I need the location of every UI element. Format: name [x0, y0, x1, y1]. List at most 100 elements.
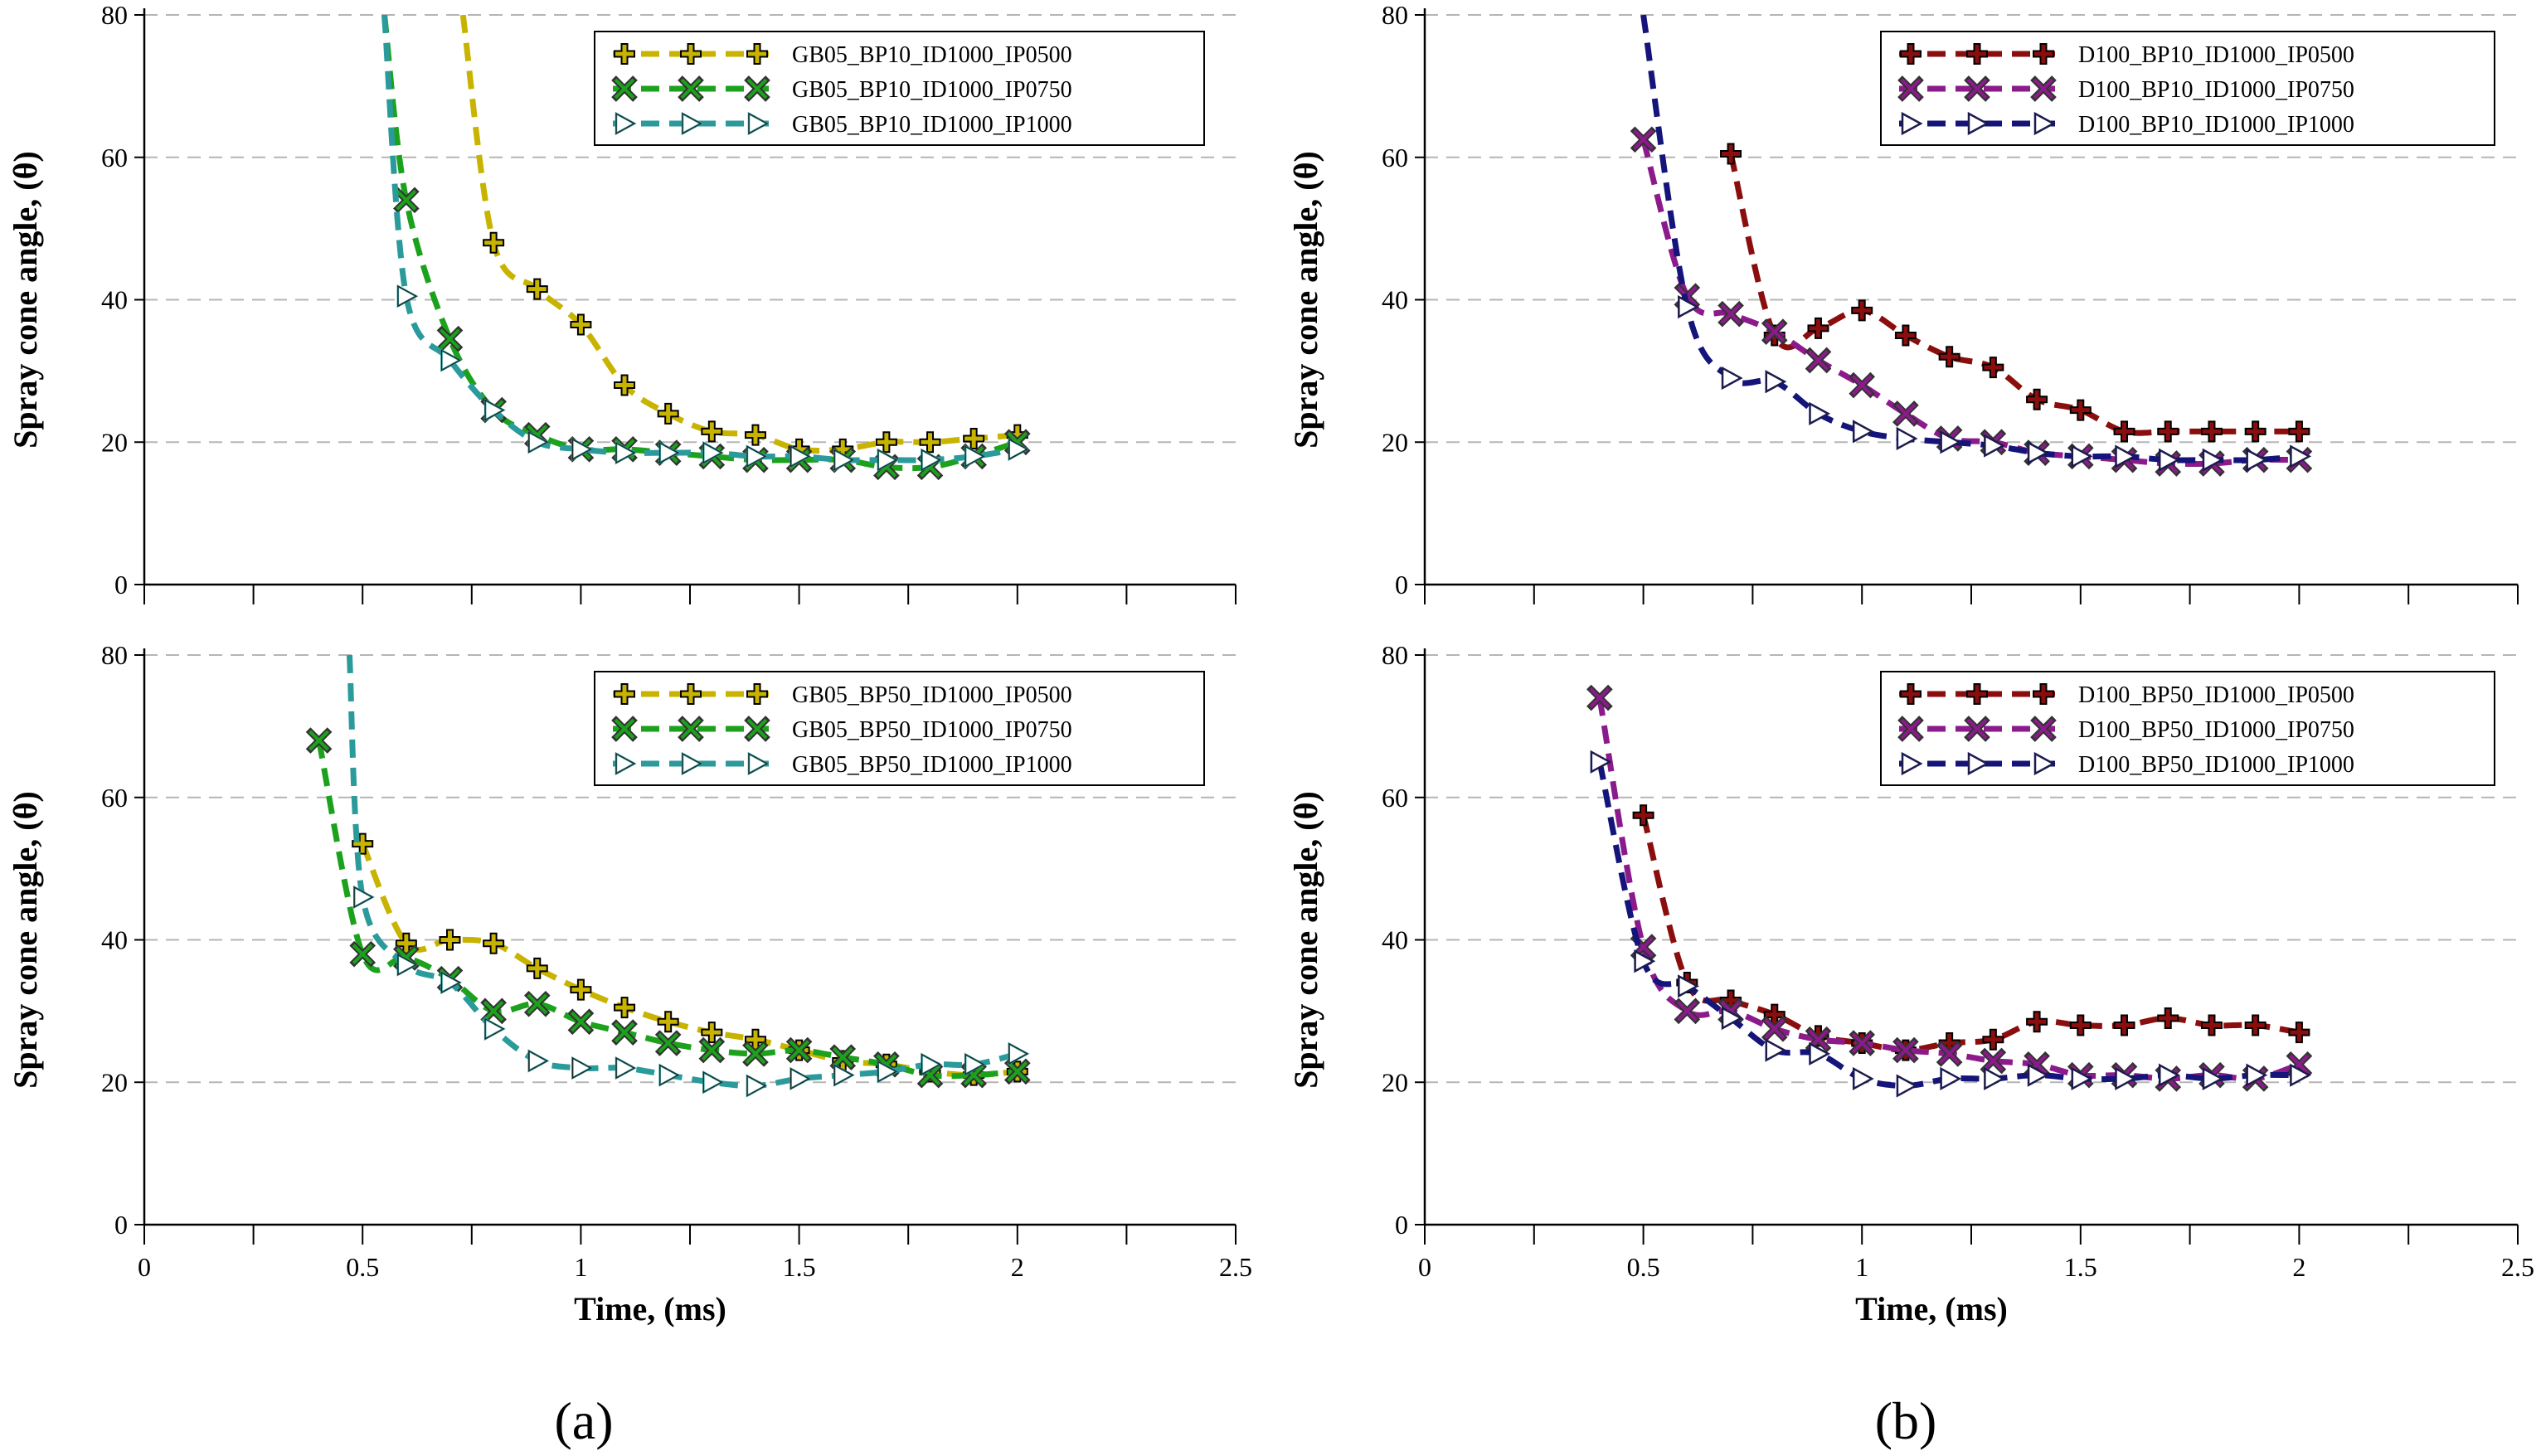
point-a-bottom-2-8: [702, 1070, 724, 1094]
legend-marker-b-bottom-1-2-fill: [2033, 718, 2054, 740]
point-b-top-2-1: [1721, 366, 1743, 391]
ytick-label-b-top-40: 40: [1382, 285, 1408, 315]
ytick-label-b-bottom-0: 0: [1395, 1210, 1408, 1240]
legend-marker-a-top-2-1-outline: [682, 112, 702, 135]
point-b-bottom-2-8: [1940, 1066, 1962, 1091]
point-a-top-2-7-outline: [702, 442, 723, 464]
point-a-bottom-1-7-fill: [614, 1022, 635, 1043]
legend-label-a-top-1: GB05_BP10_ID1000_IP0750: [792, 77, 1072, 103]
point-a-bottom-2-9-outline: [746, 1075, 767, 1097]
legend-marker-b-bottom-0-0-fill: [1902, 685, 1920, 703]
legend-marker-a-bottom-1-2-fill: [746, 718, 768, 740]
xtick-label-b-bottom-0: 0: [1418, 1252, 1431, 1282]
point-a-top-0-9-fill: [877, 433, 896, 452]
point-b-bottom-2-7: [1896, 1074, 1918, 1098]
point-a-bottom-2-5: [571, 1056, 594, 1080]
xtick-label-a-bottom-1: 1: [574, 1252, 587, 1282]
legend-label-b-bottom-2: D100_BP50_ID1000_IP1000: [2078, 752, 2354, 778]
point-a-top-2-6-outline: [659, 442, 679, 464]
point-b-top-1-3-fill: [1764, 321, 1786, 342]
point-a-bottom-1-5-fill: [527, 993, 548, 1015]
x-axis-title-b-bottom: Time, (ms): [1855, 1290, 2008, 1327]
point-a-top-2-2-outline: [484, 399, 505, 421]
point-b-bottom-0-11-fill: [2115, 1016, 2134, 1035]
point-a-bottom-0-2-fill: [440, 930, 459, 949]
point-a-bottom-1-10-fill: [745, 1043, 766, 1065]
point-a-top-0-11-fill: [964, 429, 984, 448]
legend-marker-a-top-0-0-fill: [615, 45, 634, 63]
point-a-top-2-1-outline: [440, 349, 461, 371]
point-b-bottom-2-16-outline: [2290, 1064, 2310, 1086]
series-b-top-2: [1640, 15, 2300, 463]
xtick-label-a-bottom-2.5: 2.5: [1219, 1252, 1252, 1282]
point-a-top-2-0-outline: [397, 285, 418, 308]
point-b-top-2-9-outline: [2072, 445, 2092, 468]
legend-marker-b-bottom-1-0-fill: [1900, 718, 1922, 740]
legend-marker-a-bottom-0-0-fill: [615, 685, 634, 703]
legend-marker-a-bottom-2-2-outline: [748, 752, 769, 775]
point-b-top-1-5-fill: [1851, 375, 1873, 396]
point-b-top-0-4-fill: [1896, 326, 1915, 345]
ytick-label-a-bottom-80: 80: [101, 640, 128, 670]
point-a-bottom-2-8-outline: [702, 1071, 723, 1094]
xtick-label-a-bottom-2: 2: [1011, 1252, 1024, 1282]
point-b-top-2-8-outline: [2028, 442, 2048, 464]
point-a-bottom-1-6-fill: [570, 1011, 591, 1032]
point-a-bottom-0-4-fill: [527, 959, 547, 978]
point-a-top-2-14-outline: [1008, 438, 1029, 460]
legend-label-b-top-0: D100_BP10_ID1000_IP0500: [2078, 42, 2354, 68]
series-line-b-top-0: [1727, 153, 2300, 436]
ytick-label-b-bottom-60: 60: [1382, 783, 1408, 813]
series-a-bottom-2: [346, 655, 1018, 1090]
point-a-top-2-12-outline: [921, 449, 941, 471]
point-b-bottom-2-6-outline: [1853, 1067, 1873, 1090]
legend-b-top: D100_BP10_ID1000_IP0500 D100_BP10_ID1000_…: [1880, 31, 2495, 146]
xtick-label-b-bottom-1: 1: [1855, 1252, 1868, 1282]
point-b-top-1-0-fill: [1633, 129, 1654, 150]
ytick-label-a-bottom-20: 20: [101, 1067, 128, 1097]
legend-marker-b-bottom-2-2-outline: [2034, 752, 2055, 775]
ytick-label-a-top-20: 20: [101, 427, 128, 457]
legend-marker-a-bottom-1-1-fill: [680, 718, 702, 740]
point-a-bottom-2-5-outline: [571, 1057, 592, 1080]
legend-label-a-top-0: GB05_BP10_ID1000_IP0500: [792, 42, 1072, 68]
point-b-bottom-0-13-fill: [2202, 1016, 2221, 1035]
series-line-b-top-2: [1640, 15, 2300, 463]
legend-label-a-top-2: GB05_BP10_ID1000_IP1000: [792, 112, 1072, 138]
ytick-label-a-bottom-60: 60: [101, 783, 128, 813]
legend-marker-b-top-0-0-fill: [1902, 45, 1920, 63]
point-b-top-2-5-outline: [1897, 427, 1917, 449]
point-b-top-2-11-outline: [2159, 449, 2179, 471]
legend-marker-b-top-2-0-outline: [1902, 112, 1922, 135]
legend-marker-b-top-1-1-fill: [1966, 78, 1988, 99]
point-a-bottom-2-14-outline: [964, 1053, 985, 1075]
y-axis-title-a-top: Spray cone angle, (θ): [7, 151, 44, 449]
point-a-bottom-2-6-outline: [615, 1057, 636, 1080]
point-b-bottom-0-14-fill: [2246, 1016, 2265, 1035]
legend-marker-a-bottom-2-0-outline: [615, 752, 636, 775]
chart-b-bottom: 0 20 40 60 80 0 0.5 1 1.5 2 2.5 Spray cone angle, (…: [1287, 640, 2534, 1327]
point-a-bottom-2-1-outline: [397, 954, 418, 976]
point-b-bottom-1-8-fill: [1939, 1043, 1960, 1065]
point-a-top-1-0-fill: [396, 189, 417, 211]
point-a-top-2-10-outline: [833, 449, 854, 471]
point-a-top-2-8-outline: [746, 445, 767, 468]
point-b-bottom-2-7-outline: [1897, 1075, 1917, 1097]
y-axis-title-b-bottom: Spray cone angle, (θ): [1287, 791, 1324, 1089]
point-a-bottom-1-9-fill: [701, 1040, 722, 1061]
point-b-bottom-2-14-outline: [2203, 1067, 2223, 1090]
legend-marker-a-top-0-1-fill: [682, 45, 700, 63]
xtick-label-a-bottom-0.5: 0.5: [346, 1252, 379, 1282]
point-b-top-1-4-fill: [1808, 350, 1829, 371]
point-b-bottom-1-2-fill: [1676, 1000, 1698, 1022]
ytick-label-b-bottom-20: 20: [1382, 1067, 1408, 1097]
point-a-bottom-2-12-outline: [877, 1060, 898, 1083]
point-a-bottom-0-9-fill: [746, 1030, 765, 1049]
legend-label-b-bottom-0: D100_BP50_ID1000_IP0500: [2078, 682, 2354, 708]
point-b-bottom-0-10-fill: [2071, 1016, 2090, 1035]
legend-marker-a-top-2-0-outline: [615, 112, 636, 135]
point-a-top-2-3-outline: [528, 431, 549, 454]
point-b-top-2-3-outline: [1809, 402, 1829, 425]
point-b-top-0-0-fill: [1722, 144, 1741, 163]
xtick-label-b-bottom-1.5: 1.5: [2064, 1252, 2097, 1282]
